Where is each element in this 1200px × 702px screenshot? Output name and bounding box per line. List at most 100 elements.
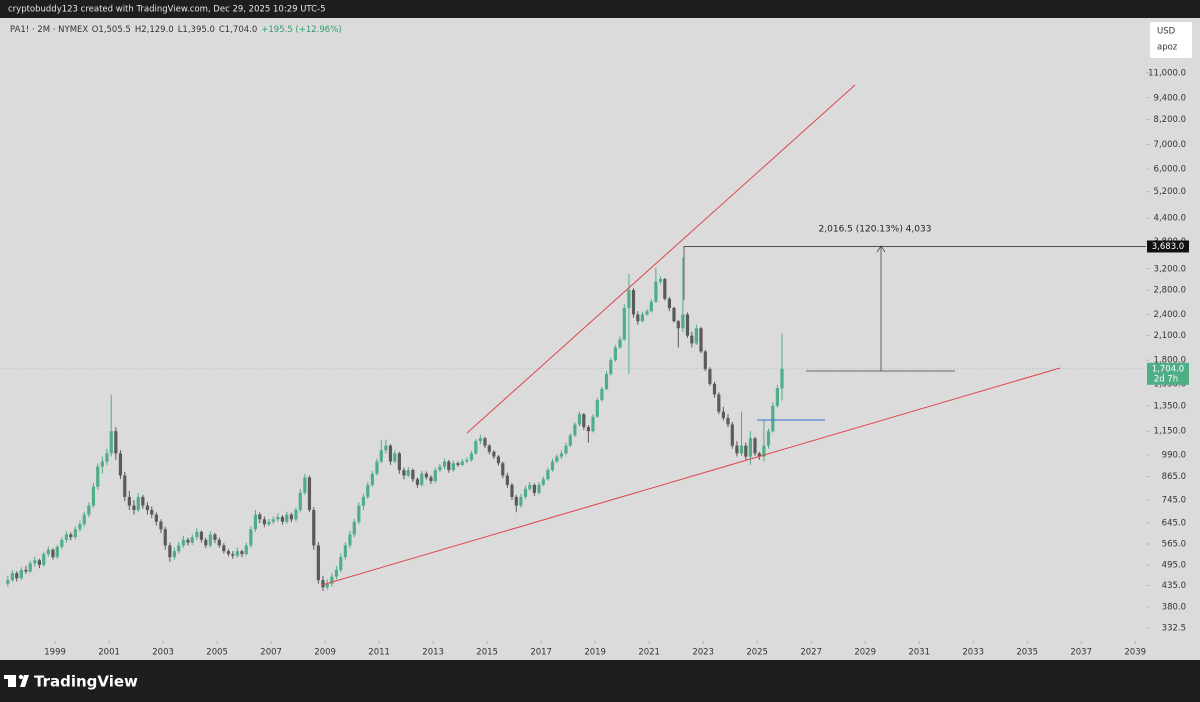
candle-body xyxy=(577,414,582,425)
candle-body xyxy=(465,459,469,462)
candle-body xyxy=(348,534,352,546)
currency[interactable]: USD xyxy=(1157,27,1176,37)
candle-body xyxy=(699,328,703,352)
candle-body xyxy=(213,534,217,540)
candle-body xyxy=(429,477,433,482)
candle-body xyxy=(276,516,280,520)
candle-body xyxy=(262,519,266,525)
x-tick-label: 2025 xyxy=(746,648,768,658)
candle-body xyxy=(15,573,19,579)
legend-change: +195.5 (+12.96%) xyxy=(261,25,341,35)
x-tick-label: 2011 xyxy=(368,648,390,658)
candle-body xyxy=(730,424,734,446)
candle-body xyxy=(451,463,455,471)
candle-body xyxy=(321,580,325,588)
candle-body xyxy=(735,445,739,454)
candle-body xyxy=(69,534,73,538)
target-label: 3,683.0 xyxy=(1152,242,1184,252)
legend: PA1! · 2M · NYMEX O1,505.5 H2,129.0 L1,395.… xyxy=(10,25,342,35)
candle-body xyxy=(555,456,559,462)
y-tick-label: 1,350.0 xyxy=(1154,401,1186,411)
candle-body xyxy=(330,576,334,584)
y-tick-label: 2,800.0 xyxy=(1154,285,1186,295)
candle-body xyxy=(424,473,428,478)
candle-body xyxy=(600,389,604,400)
candle-body xyxy=(402,470,406,476)
measure-label: 2,016.5 (120.13%) 4,033 xyxy=(819,225,932,235)
logo-mark xyxy=(18,674,24,680)
candle-body xyxy=(204,539,208,546)
trend-line-upper xyxy=(466,84,856,434)
candle-body xyxy=(609,360,613,374)
candle-body xyxy=(10,573,15,581)
candle-body xyxy=(505,475,509,485)
candle-body xyxy=(60,539,64,547)
candle-body xyxy=(82,514,86,525)
candle-body xyxy=(406,470,410,476)
candle-body xyxy=(271,519,275,522)
candle-body xyxy=(177,545,181,552)
candle-body xyxy=(168,545,172,558)
candle-body xyxy=(559,453,563,457)
candle-body xyxy=(654,281,658,302)
y-tick-label: 1,150.0 xyxy=(1154,427,1186,437)
legend-close: C1,704.0 xyxy=(219,25,257,35)
x-tick-label: 2001 xyxy=(98,648,120,658)
candle-body xyxy=(694,328,699,344)
candle-body xyxy=(96,466,100,487)
candle-body xyxy=(780,368,784,389)
candle-body xyxy=(123,475,127,497)
legend-symbol: PA1! · 2M · NYMEX xyxy=(10,25,88,35)
candle-body xyxy=(163,529,167,546)
candle-body xyxy=(487,445,491,452)
x-tick-label: 2027 xyxy=(800,648,822,658)
candle-body xyxy=(726,417,730,425)
y-tick-label: 990.0 xyxy=(1162,450,1186,460)
y-tick-label: 2,400.0 xyxy=(1154,310,1186,320)
candle-body xyxy=(519,496,523,506)
logo-mark xyxy=(8,675,16,687)
candle-body xyxy=(325,583,329,588)
brand: TradingView xyxy=(34,673,138,691)
candle-body xyxy=(442,461,447,467)
x-tick-label: 2005 xyxy=(206,648,228,658)
candle-body xyxy=(676,321,680,329)
candle-body xyxy=(460,461,464,465)
candle-body xyxy=(280,516,285,522)
candle-body xyxy=(289,514,293,520)
candle-body xyxy=(397,453,401,471)
x-tick-label: 2029 xyxy=(854,648,876,658)
x-tick-label: 2033 xyxy=(962,648,984,658)
x-tick-label: 2017 xyxy=(530,648,552,658)
candle-body xyxy=(739,445,744,454)
candle-body xyxy=(384,445,388,451)
candle-body xyxy=(312,509,316,546)
candle-body xyxy=(618,339,622,348)
candle-body xyxy=(717,394,721,412)
candle-body xyxy=(762,445,766,457)
y-tick-label: 8,200.0 xyxy=(1154,115,1186,125)
currency-box[interactable] xyxy=(1150,22,1192,58)
candle-body xyxy=(91,486,96,506)
candle-body xyxy=(19,569,23,579)
candle-body xyxy=(303,477,307,493)
candle-body xyxy=(573,424,577,436)
candle-body xyxy=(235,551,239,556)
candle-body xyxy=(73,529,77,538)
candle-body xyxy=(172,551,177,558)
candle-body xyxy=(658,279,663,282)
scale-mode[interactable]: apoz xyxy=(1157,43,1178,53)
candle-body xyxy=(546,470,550,480)
candle-body xyxy=(483,438,487,446)
candle-body xyxy=(748,438,753,457)
x-tick-label: 1999 xyxy=(44,648,66,658)
candle-body xyxy=(208,534,212,546)
candle-body xyxy=(46,549,50,555)
y-tick-label: 7,000.0 xyxy=(1154,140,1186,150)
candle-body xyxy=(217,539,221,546)
candle-body xyxy=(100,461,104,467)
x-tick-label: 2023 xyxy=(692,648,714,658)
y-tick-label: 4,400.0 xyxy=(1154,214,1186,224)
candle-body xyxy=(510,484,514,497)
